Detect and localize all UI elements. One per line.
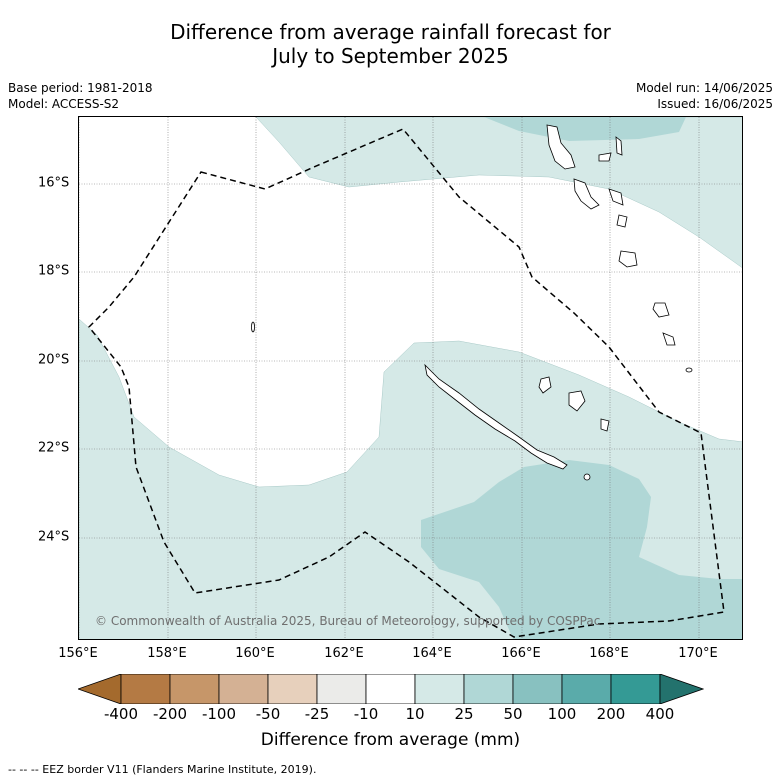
lon-label-164: 164°E xyxy=(412,646,452,661)
colorbar-cell-8 xyxy=(463,674,514,704)
issued-date: Issued: 16/06/2025 xyxy=(657,97,773,111)
region-medium-north xyxy=(484,117,686,141)
colorbar-arrow-low xyxy=(78,674,122,704)
map-title: Difference from average rainfall forecas… xyxy=(0,20,781,68)
new-caledonia-island xyxy=(424,363,568,470)
vanuatu-maewo xyxy=(615,136,623,156)
small-island-east xyxy=(685,367,693,373)
colorbar-cell-2 xyxy=(169,674,220,704)
cbar-tick-3: -50 xyxy=(255,705,281,723)
region-light-south-patch xyxy=(221,620,327,639)
lon-label-168: 168°E xyxy=(589,646,629,661)
vanuatu-tanna xyxy=(618,250,638,268)
rainfall-map xyxy=(78,116,743,640)
fiji-south-islands xyxy=(662,332,676,346)
eez-border xyxy=(87,128,725,638)
region-light-north xyxy=(255,117,742,268)
base-period: Base period: 1981-2018 xyxy=(8,81,153,95)
copyright-notice: © Commonwealth of Australia 2025, Bureau… xyxy=(95,614,601,628)
colorbar-cell-11 xyxy=(610,674,661,704)
colorbar-cell-1 xyxy=(120,674,171,704)
lat-label-16: 16°S xyxy=(38,175,70,191)
vanuatu-pentecost xyxy=(608,188,624,206)
colorbar-cell-3 xyxy=(218,674,269,704)
loyalty-island-2 xyxy=(568,390,586,412)
cbar-tick-2: -100 xyxy=(201,705,237,723)
loyalty-island-3 xyxy=(600,418,610,432)
colorbar-cell-5 xyxy=(316,674,367,704)
lat-label-20: 20°S xyxy=(38,352,70,368)
vanuatu-malekula xyxy=(573,178,600,210)
colorbar-cell-6 xyxy=(365,674,416,704)
eez-footnote: -- -- -- EEZ border V11 (Flanders Marine… xyxy=(8,763,317,776)
colorbar-arrow-high xyxy=(659,674,704,704)
small-islet-1 xyxy=(251,321,255,333)
meta-right: Model run: 14/06/2025 Issued: 16/06/2025 xyxy=(636,80,773,112)
model-run: Model run: 14/06/2025 xyxy=(635,81,773,95)
map-canvas xyxy=(79,117,742,639)
colorbar-cell-9 xyxy=(512,674,563,704)
cbar-tick-7: 25 xyxy=(454,705,474,723)
lon-label-166: 166°E xyxy=(501,646,541,661)
region-medium-south xyxy=(421,460,742,639)
lon-label-158: 158°E xyxy=(147,646,187,661)
cbar-tick-0: -400 xyxy=(103,705,139,723)
colorbar xyxy=(78,674,704,704)
colorbar-label: Difference from average (mm) xyxy=(260,730,521,750)
cbar-tick-5: -10 xyxy=(353,705,379,723)
cbar-tick-10: 200 xyxy=(596,705,626,723)
fiji-west-islands xyxy=(652,302,670,318)
colorbar-cell-7 xyxy=(414,674,465,704)
cbar-tick-4: -25 xyxy=(304,705,330,723)
cbar-tick-6: 10 xyxy=(405,705,425,723)
lat-label-24: 24°S xyxy=(38,529,70,545)
lon-label-162: 162°E xyxy=(324,646,364,661)
colorbar-cell-4 xyxy=(267,674,318,704)
lon-label-156: 156°E xyxy=(58,646,98,661)
vanuatu-espiritu-santo xyxy=(546,124,576,170)
model-name: Model: ACCESS-S2 xyxy=(8,97,120,111)
cbar-tick-9: 100 xyxy=(547,705,577,723)
lon-label-170: 170°E xyxy=(678,646,718,661)
gridlines xyxy=(79,117,742,639)
lat-label-18: 18°S xyxy=(38,263,70,279)
vanuatu-efate xyxy=(616,214,628,228)
vanuatu-ambae xyxy=(598,152,612,162)
colorbar-cell-10 xyxy=(561,674,612,704)
loyalty-island-1 xyxy=(538,376,552,394)
lat-label-22: 22°S xyxy=(38,440,70,456)
meta-left: Base period: 1981-2018 Model: ACCESS-S2 xyxy=(8,80,153,112)
lon-label-160: 160°E xyxy=(235,646,275,661)
cbar-tick-11: 400 xyxy=(645,705,675,723)
title-line-1: Difference from average rainfall forecas… xyxy=(170,20,611,44)
cbar-tick-1: -200 xyxy=(152,705,188,723)
title-line-2: July to September 2025 xyxy=(272,44,509,68)
cbar-tick-8: 50 xyxy=(503,705,523,723)
isle-of-pines xyxy=(583,473,591,481)
